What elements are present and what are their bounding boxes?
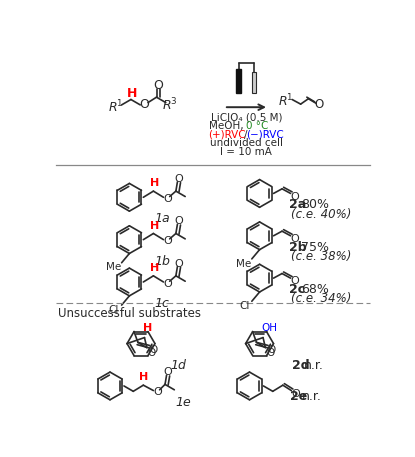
Text: (−)RVC: (−)RVC [247, 130, 284, 140]
Text: Unsuccessful substrates: Unsuccessful substrates [58, 307, 201, 320]
Text: O: O [292, 388, 300, 399]
Text: 1b: 1b [154, 255, 170, 268]
Text: O: O [175, 216, 183, 226]
Text: 68%: 68% [301, 283, 329, 296]
Text: R$^1$: R$^1$ [278, 93, 294, 109]
Text: O: O [164, 367, 173, 377]
Text: O: O [175, 174, 183, 184]
Text: (c.e. 34%): (c.e. 34%) [290, 292, 351, 305]
Text: (c.e. 38%): (c.e. 38%) [290, 250, 351, 263]
Text: O: O [291, 276, 300, 286]
Text: O: O [268, 345, 276, 355]
Text: Cl: Cl [239, 301, 249, 311]
Text: O: O [175, 259, 183, 269]
Text: O: O [139, 98, 149, 112]
Text: 2e: 2e [290, 390, 307, 403]
Text: O: O [153, 79, 163, 92]
Text: I = 10 mA: I = 10 mA [220, 147, 272, 157]
Text: /: / [244, 130, 247, 140]
Text: O: O [149, 345, 158, 355]
Text: Me: Me [237, 259, 252, 269]
Text: 2a: 2a [289, 198, 306, 212]
Text: O: O [163, 278, 172, 288]
Text: LiClO₄ (0.5 M): LiClO₄ (0.5 M) [211, 113, 282, 123]
Text: O: O [147, 348, 156, 358]
Text: 1e: 1e [176, 396, 191, 409]
Text: Me: Me [106, 262, 122, 272]
Text: undivided cell: undivided cell [210, 138, 283, 149]
Text: O: O [266, 348, 274, 358]
Text: 2b: 2b [289, 241, 307, 254]
Text: H: H [149, 263, 159, 273]
Text: OH: OH [261, 323, 277, 333]
Text: R$^3$: R$^3$ [162, 96, 178, 113]
Text: 2d: 2d [292, 359, 310, 372]
Text: n.r.: n.r. [304, 359, 324, 372]
Text: 2c: 2c [289, 283, 305, 296]
Text: H: H [127, 87, 138, 100]
Text: O: O [291, 234, 300, 244]
Text: (c.e. 40%): (c.e. 40%) [290, 208, 351, 221]
Text: O: O [153, 387, 162, 397]
Text: 0 °C: 0 °C [247, 122, 269, 132]
Text: R$^1$: R$^1$ [108, 99, 124, 116]
Text: H: H [149, 178, 159, 188]
Text: MeOH,: MeOH, [208, 122, 247, 132]
Text: n.r.: n.r. [301, 390, 321, 403]
Text: O: O [315, 98, 324, 112]
Text: 75%: 75% [301, 241, 330, 254]
Text: O: O [163, 194, 172, 204]
Text: H: H [143, 324, 152, 333]
Bar [252, 72, 256, 93]
Text: O: O [163, 236, 172, 246]
Text: 1c: 1c [154, 297, 169, 310]
Text: 1d: 1d [170, 359, 186, 372]
Text: O: O [291, 191, 300, 202]
Text: 80%: 80% [301, 198, 330, 212]
Text: 1a: 1a [154, 213, 170, 225]
Text: (+)RVC: (+)RVC [208, 130, 246, 140]
Bar [236, 69, 241, 93]
Text: H: H [149, 221, 159, 231]
Text: H: H [139, 372, 149, 383]
Text: Cl: Cl [109, 305, 119, 315]
